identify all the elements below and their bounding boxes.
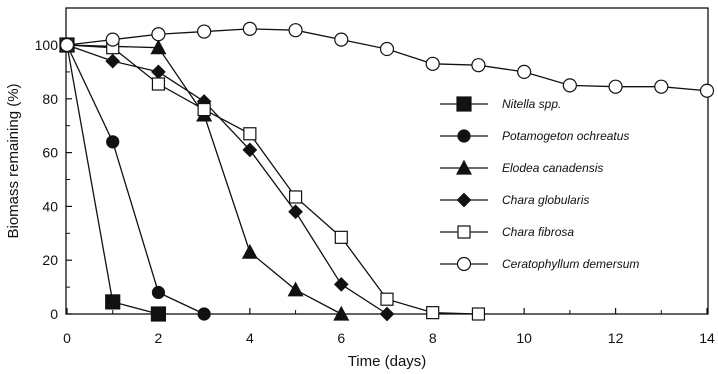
data-point [150,306,167,322]
x-tick-label: 10 [516,330,532,346]
data-point [242,142,258,158]
y-tick-label: 40 [42,198,58,214]
data-point [380,292,394,306]
data-point [426,306,440,320]
y-tick-label: 80 [42,91,58,107]
legend: Nitella spp. Potamogeton ochreatus Elodea … [440,96,639,272]
data-point [425,56,440,71]
data-point [334,230,348,244]
legend-label: Nitella spp. [502,97,561,111]
legend-item: Nitella spp. [440,96,561,112]
x-tick-label: 12 [608,330,624,346]
data-point [197,24,212,39]
legend-marker [456,256,472,272]
data-point [197,307,211,321]
data-point [333,277,349,292]
x-tick-label: 14 [699,330,715,346]
y-axis: 0 20 40 60 80 100 [35,37,72,322]
legend-label: Chara globularis [502,193,589,207]
legend-item: Potamogeton ochreatus [440,129,629,143]
series-layer [58,21,715,322]
legend-label: Chara fibrosa [502,225,574,239]
series-line [66,44,479,315]
data-point [151,64,166,80]
data-point [197,102,211,117]
data-point [379,41,395,57]
y-tick-label: 0 [50,306,58,322]
x-tick-label: 6 [337,330,345,346]
y-tick-label: 100 [35,37,59,53]
y-tick-label: 20 [42,252,58,268]
data-point [105,32,120,47]
data-point [288,190,303,204]
legend-item: Chara fibrosa [440,225,574,239]
data-point [608,79,623,94]
data-point [517,64,532,80]
legend-item: Chara globularis [440,192,589,208]
x-axis: 0 2 4 6 8 10 12 14 [63,308,715,346]
x-tick-label: 8 [429,330,437,346]
series-line [66,44,342,315]
legend-label: Potamogeton ochreatus [502,129,629,143]
data-point [59,37,75,53]
data-point [151,285,166,300]
legend-marker [455,159,473,175]
data-point [288,204,303,220]
x-tick-label: 4 [246,330,254,346]
legend-label: Ceratophyllum demersum [502,257,639,271]
data-point [654,79,669,94]
data-point [106,135,120,149]
legend-marker [457,225,471,239]
data-point [699,83,715,98]
legend-marker [456,96,472,112]
data-point [334,32,349,47]
data-point [471,58,486,73]
data-point [242,21,257,36]
data-point [105,294,121,310]
legend-marker [456,192,472,208]
legend-item: Elodea canadensis [440,159,603,175]
y-axis-label: Biomass remaining (%) [5,83,22,238]
series-3 [58,36,350,321]
data-point [562,78,577,93]
series-1 [59,37,167,322]
data-point [151,77,166,91]
x-axis-label: Time (days) [348,353,427,370]
x-tick-label: 2 [155,330,163,346]
series-line [66,44,205,315]
data-point [243,127,257,141]
data-point [151,27,166,42]
data-point [471,307,486,321]
series-6 [59,21,715,98]
series-2 [60,38,211,321]
data-point [105,53,121,69]
series-line [66,44,159,315]
data-point [241,243,258,259]
legend-item: Ceratophyllum demersum [440,256,639,272]
data-point [379,306,395,322]
data-point [150,39,167,55]
x-tick-label: 0 [63,330,71,346]
data-point [288,23,303,38]
y-tick-label: 60 [42,145,58,161]
series-line [66,44,388,315]
legend-marker [457,129,471,143]
data-point [333,305,350,321]
data-point [287,281,304,297]
series-4 [59,37,395,322]
legend-label: Elodea canadensis [502,161,603,175]
